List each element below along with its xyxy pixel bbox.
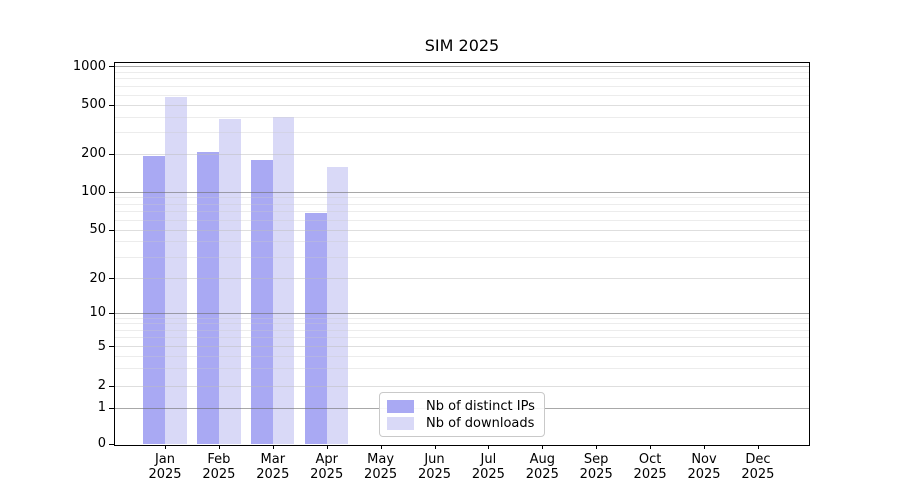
gridline-minor [115,337,809,339]
x-tick-mark [757,445,759,449]
x-tick-label-aug: Aug 2025 [525,452,559,482]
gridline-major-light [115,104,809,106]
x-tick-label-oct: Oct 2025 [633,452,667,482]
y-tick-label: 10 [89,305,106,320]
bar-downloads [165,97,187,444]
legend-swatch-downloads [387,417,414,430]
gridline-minor [115,94,809,96]
y-tick-mark [109,66,114,67]
x-tick-mark [542,445,544,449]
x-tick-mark [165,445,166,449]
y-tick-label: 2 [97,378,106,393]
gridline-minor [115,131,809,133]
y-tick-mark [109,385,114,387]
gridline-minor [115,116,809,118]
bar-distinct-ips [197,152,219,444]
y-tick-mark [109,153,114,155]
y-tick-mark [109,407,114,409]
plot-area [114,62,810,446]
x-tick-label-jun: Jun 2025 [417,452,452,482]
gridline-minor [115,329,809,331]
y-tick-mark [109,346,114,347]
x-tick-mark [326,445,328,449]
gridline-minor [115,197,809,199]
bar-downloads [272,117,295,444]
y-tick-label: 0 [97,436,106,451]
gridline-decade [115,191,809,193]
gridline-minor [115,219,809,221]
y-tick-mark [109,229,114,231]
x-tick-mark [650,445,652,449]
gridline-decade [115,66,809,67]
x-tick-label-feb: Feb 2025 [202,452,236,482]
gridline-decade [115,312,809,314]
grid-layer [115,63,809,445]
gridline-minor [115,203,809,205]
x-tick-label-jan: Jan 2025 [148,452,182,482]
gridline-major-light [115,153,809,155]
gridline-minor [115,71,809,73]
y-tick-mark [109,278,114,279]
gridline-minor [115,241,809,243]
x-tick-label-sep: Sep 2025 [579,452,613,482]
bar-downloads [218,118,241,444]
gridline-minor [115,368,809,370]
y-tick-label: 100 [81,184,106,200]
legend-label-downloads: Nb of downloads [426,416,535,431]
x-tick-label-apr: Apr 2025 [310,452,344,482]
gridline-minor [115,355,809,357]
gridline-minor [115,211,809,213]
bar-distinct-ips [143,156,165,444]
x-tick-label-mar: Mar 2025 [256,452,290,482]
y-tick-label: 1000 [72,58,106,74]
x-tick-mark [596,445,598,449]
y-tick-mark [109,191,114,193]
x-tick-mark [272,445,274,449]
chart-title: SIM 2025 [424,36,500,55]
x-tick-mark [380,445,382,449]
x-tick-mark [488,445,490,449]
gridline-major-light [115,385,809,387]
x-tick-mark [704,445,705,449]
legend: Nb of distinct IPs Nb of downloads [379,392,545,437]
y-tick-label: 500 [81,97,106,113]
y-tick-label: 200 [81,146,106,161]
y-tick-label: 50 [89,222,106,237]
gridline-major-light [115,278,809,279]
gridline-minor [115,317,809,319]
y-tick-label: 5 [97,338,106,354]
gridline-major-light [115,346,809,347]
legend-swatch-distinct-ips [387,400,414,413]
legend-row-distinct-ips: Nb of distinct IPs [387,399,536,414]
gridline-minor [115,78,809,80]
y-tick-mark [109,312,114,314]
x-tick-mark [218,445,220,449]
y-tick-label: 1 [97,400,106,415]
gridline-minor [115,323,809,325]
legend-row-downloads: Nb of downloads [387,416,536,431]
x-tick-label-jul: Jul 2025 [471,452,505,482]
y-tick-mark [109,104,114,106]
gridline-minor [115,85,809,87]
y-tick-label: 20 [89,270,106,286]
x-tick-label-may: May 2025 [364,452,398,482]
x-tick-mark [434,445,436,449]
x-tick-label-nov: Nov 2025 [687,452,721,482]
x-tick-label-dec: Dec 2025 [741,452,775,482]
legend-label-distinct-ips: Nb of distinct IPs [426,399,535,414]
bar-distinct-ips [251,159,273,444]
y-tick-mark [109,443,114,445]
bar-downloads [326,166,349,444]
gridline-minor [115,256,809,258]
gridline-major-light [115,229,809,231]
